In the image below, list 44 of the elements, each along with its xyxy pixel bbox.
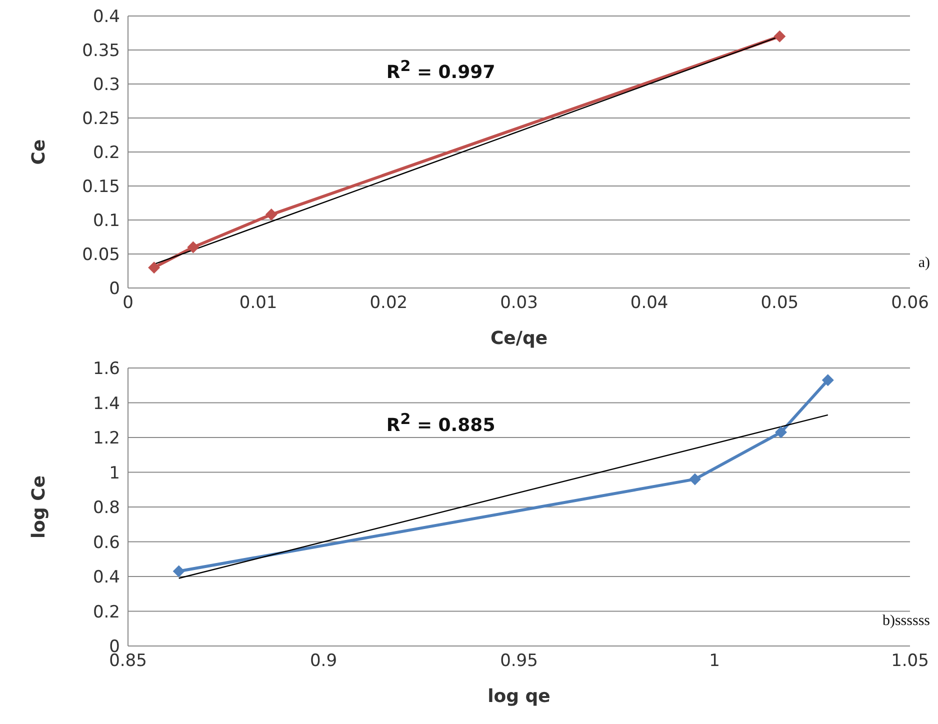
annotation: R$^{2}$ = 0.885	[385, 410, 496, 436]
y-tick-label: 0.15	[82, 177, 120, 198]
y-tick-label: 0	[109, 279, 120, 300]
x-tick-label: 0.06	[891, 293, 929, 314]
x-tick-label: 0.04	[630, 293, 668, 314]
x-tick-label: 0.9	[310, 651, 338, 672]
y-tick-label: 1.4	[92, 394, 120, 414]
x-tick-label: 0.01	[239, 293, 278, 314]
x-tick-label: 0	[122, 293, 134, 314]
point	[172, 565, 185, 578]
x-tick-label: 0.02	[370, 293, 408, 314]
y-tick-label: 1.2	[92, 428, 120, 449]
x-axis-title: Ce/qe	[490, 328, 548, 349]
annotation: b)ssssss	[882, 612, 930, 630]
point	[265, 208, 278, 221]
y-tick-label: 0.4	[92, 568, 120, 588]
y-tick-label: 1.6	[92, 359, 120, 380]
point	[774, 30, 786, 42]
y-tick-label: 0.3	[92, 75, 120, 96]
x-tick-label: 1	[709, 651, 720, 672]
point	[148, 262, 160, 274]
y-tick-label: 0.25	[82, 109, 120, 130]
x-tick-label: 0.95	[500, 651, 538, 672]
y-tick-label: 0.35	[82, 41, 120, 62]
y-tick-label: 0.4	[92, 7, 120, 28]
point	[688, 473, 701, 486]
y-tick-label: 0.2	[92, 602, 120, 622]
point	[822, 374, 834, 386]
y-tick-label: 0.8	[92, 498, 120, 518]
x-axis-title: log qe	[488, 686, 550, 707]
point	[187, 241, 200, 254]
x-tick-label: 1.05	[891, 651, 929, 672]
y-tick-label: 1	[109, 463, 120, 484]
y-tick-label: 0.6	[92, 532, 120, 553]
y-axis-title: Ce	[28, 139, 50, 165]
point	[774, 426, 787, 438]
y-tick-label: 0.2	[92, 143, 120, 164]
annotation: R$^{2}$ = 0.997	[385, 56, 496, 83]
text: a)	[918, 255, 930, 272]
y-tick-label: 0.1	[92, 211, 120, 232]
x-tick-label: 0.03	[500, 293, 538, 314]
y-tick-label: 0.05	[82, 245, 120, 266]
y-axis-title: log Ce	[28, 475, 50, 539]
x-tick-label: 0.05	[760, 293, 799, 314]
